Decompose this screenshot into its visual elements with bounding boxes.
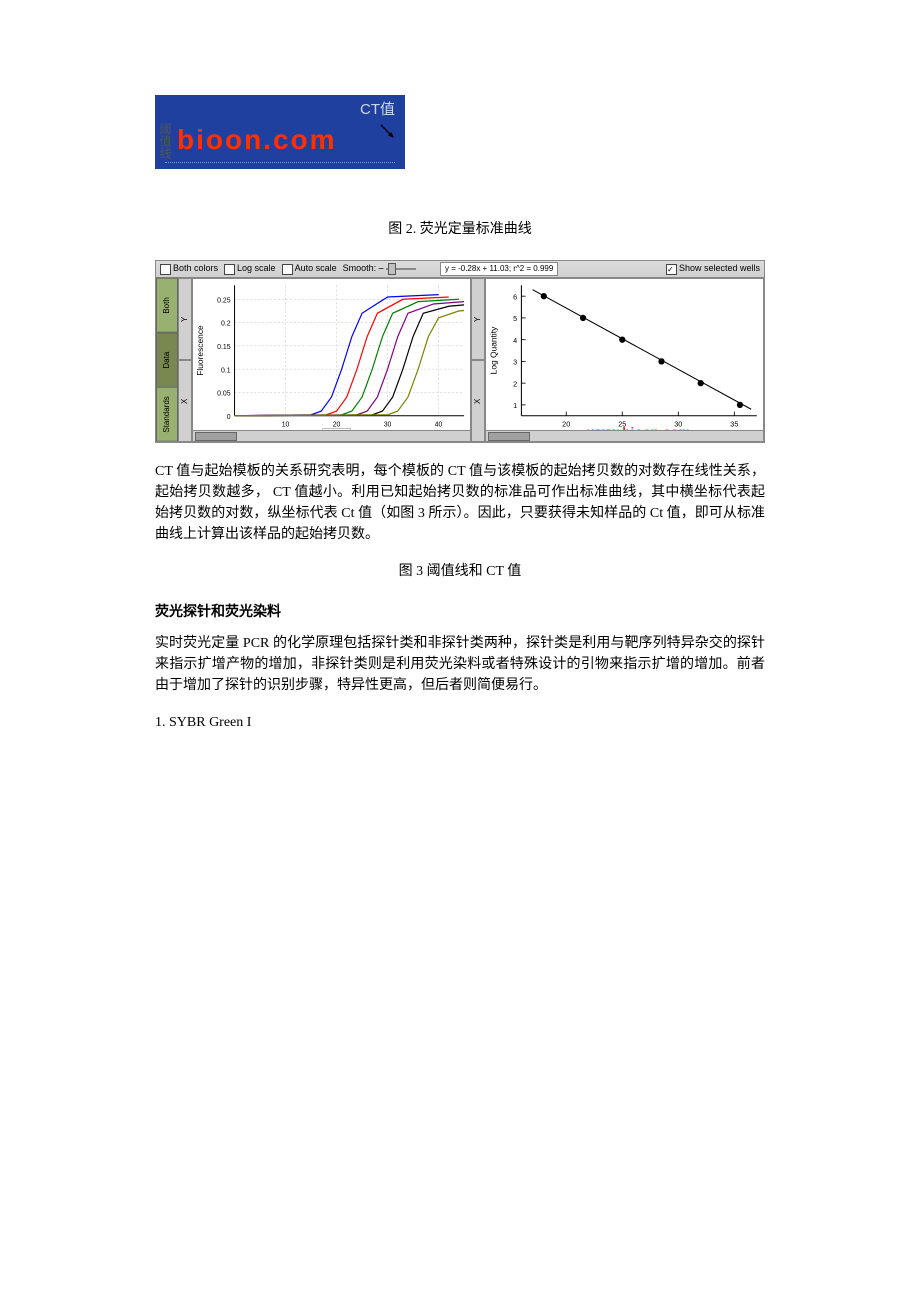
figure-2-caption: 图 2. 荧光定量标准曲线 xyxy=(155,219,765,240)
tab-x-right[interactable]: X xyxy=(471,360,485,442)
chart-toolbar: Both colors Log scale Auto scale Smooth:… xyxy=(156,261,764,278)
svg-text:0.25: 0.25 xyxy=(217,296,230,304)
svg-text:Fluorescence: Fluorescence xyxy=(196,325,205,376)
show-selected-label: Show selected wells xyxy=(679,262,760,276)
tab-both[interactable]: Both xyxy=(156,278,178,333)
tab-y-right[interactable]: Y xyxy=(471,278,485,360)
heading-probes-dyes: 荧光探针和荧光染料 xyxy=(155,602,765,623)
both-colors-label: Both colors xyxy=(173,262,218,276)
log-scale-checkbox[interactable]: Log scale xyxy=(224,262,276,276)
subheading-sybr: 1. SYBR Green I xyxy=(155,712,765,733)
log-scale-label: Log scale xyxy=(237,262,276,276)
tab-data[interactable]: Data xyxy=(156,333,178,388)
auto-scale-label: Auto scale xyxy=(295,262,337,276)
logo-threshold-line xyxy=(165,162,395,163)
left-hscrollbar[interactable] xyxy=(193,430,470,441)
standard-curve-plot: 12345620253035Log Quantitywww.bioon.com xyxy=(485,278,764,442)
svg-text:6: 6 xyxy=(513,292,517,301)
logo-side-text: 阈值线 xyxy=(156,123,174,159)
svg-text:0.2: 0.2 xyxy=(221,320,231,328)
svg-text:20: 20 xyxy=(333,420,341,428)
figure-3-caption: 图 3 阈值线和 CT 值 xyxy=(155,561,765,582)
svg-text:4: 4 xyxy=(513,336,517,345)
smooth-slider[interactable]: Smooth: − xyxy=(343,262,416,277)
show-selected-checkbox[interactable]: Show selected wells xyxy=(666,262,760,276)
both-colors-checkbox[interactable]: Both colors xyxy=(160,262,218,276)
tab-standards[interactable]: Standards xyxy=(156,387,178,442)
paragraph-probes: 实时荧光定量 PCR 的化学原理包括探针类和非探针类两种，探针类是利用与靶序列特… xyxy=(155,633,765,696)
svg-text:3: 3 xyxy=(513,358,517,367)
left-axis-tabs: Y X xyxy=(178,278,192,442)
tab-y[interactable]: Y xyxy=(178,278,192,360)
logo-main-text: bioon.com xyxy=(177,119,337,161)
svg-text:1: 1 xyxy=(513,401,517,410)
svg-text:0: 0 xyxy=(227,413,231,421)
arrow-icon xyxy=(379,123,397,141)
right-axis-tabs: Y X xyxy=(471,278,485,442)
logo-top-text: CT值 xyxy=(360,99,395,122)
svg-text:0.05: 0.05 xyxy=(217,389,230,397)
chart-screenshot: Both colors Log scale Auto scale Smooth:… xyxy=(155,260,765,443)
logo-image: CT值 bioon.com 阈值线 xyxy=(155,95,405,169)
svg-text:5: 5 xyxy=(513,314,517,323)
tab-x[interactable]: X xyxy=(178,360,192,442)
svg-text:2: 2 xyxy=(513,379,517,388)
auto-scale-checkbox[interactable]: Auto scale xyxy=(282,262,337,276)
svg-text:20: 20 xyxy=(562,419,570,428)
right-hscrollbar[interactable] xyxy=(486,430,763,441)
svg-text:40: 40 xyxy=(435,420,443,428)
equation-display: y = -0.28x + 11.03; r^2 = 0.999 xyxy=(440,262,558,276)
svg-text:0.1: 0.1 xyxy=(221,366,231,374)
paragraph-ct-relation: CT 值与起始模板的关系研究表明，每个模板的 CT 值与该模板的起始拷贝数的对数… xyxy=(155,461,765,545)
svg-text:0.15: 0.15 xyxy=(217,343,230,351)
svg-text:10: 10 xyxy=(282,420,290,428)
svg-text:Log Quantity: Log Quantity xyxy=(488,326,498,374)
svg-text:35: 35 xyxy=(730,419,738,428)
smooth-label: Smooth: xyxy=(343,262,377,276)
svg-text:30: 30 xyxy=(384,420,392,428)
left-side-tabs: Both Data Standards xyxy=(156,278,178,442)
amplification-plot: 00.050.10.150.20.2510203040FluorescenceC… xyxy=(192,278,471,442)
